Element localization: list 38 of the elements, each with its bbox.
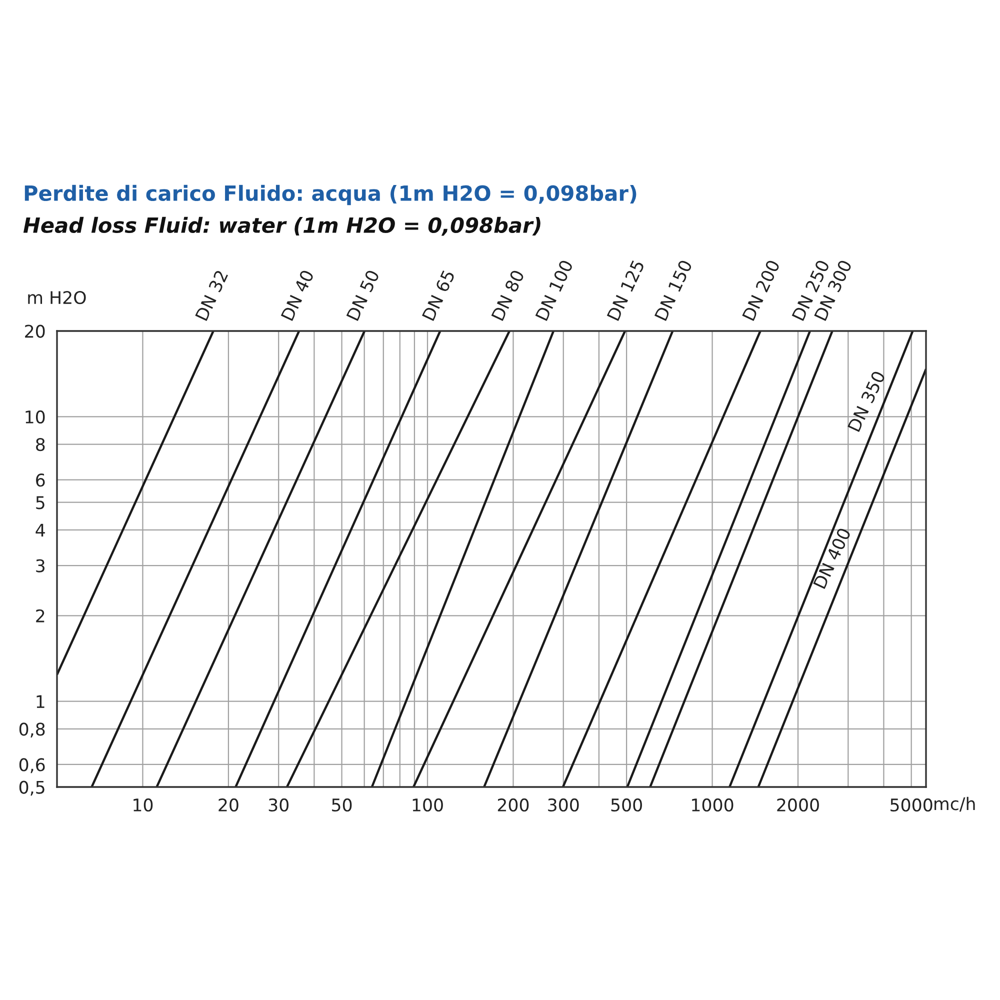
- y-tick-label: 10: [26, 410, 45, 424]
- y-tick-label: 2: [36, 609, 44, 622]
- y-tick-label: 20: [25, 324, 45, 338]
- text: DN 350: [847, 370, 886, 432]
- x-tick-label: 500: [611, 798, 642, 812]
- text: DN 100: [535, 259, 574, 322]
- text: DN 150: [654, 259, 692, 322]
- x-tick-label: 100: [412, 798, 443, 812]
- text: DN 200: [742, 259, 780, 322]
- y-tick-label: 0,5: [19, 780, 44, 796]
- text: DN 125: [606, 260, 645, 322]
- y-tick-label: 6: [36, 474, 45, 487]
- chart-title: Perdite di carico Fluido: acqua (1m H2O = 0,098bar): [24, 184, 636, 206]
- x-tick-label: 2000: [777, 798, 819, 812]
- x-tick-label: 10: [134, 798, 153, 812]
- text: DN 400: [812, 527, 852, 590]
- x-tick-label: 50: [332, 798, 352, 812]
- chart-subtitle: Head loss Fluid: water (1m H2O = 0,098bar): [23, 216, 540, 236]
- y-tick-label: 0,8: [19, 722, 45, 738]
- text: DN 65: [422, 270, 456, 322]
- x-tick-label: 1000: [692, 798, 734, 812]
- y-tick-label: 4: [36, 524, 45, 537]
- x-tick-label: 30: [268, 798, 288, 812]
- y-tick-label: 1: [36, 695, 44, 708]
- text: DN 50: [346, 269, 380, 322]
- y-tick-label: 5: [36, 496, 44, 510]
- y-tick-label: 3: [36, 559, 44, 572]
- text: DN 40: [280, 269, 314, 322]
- y-tick-label: 8: [36, 438, 45, 452]
- x-tick-label: 300: [548, 798, 579, 812]
- x-tick-label: 20: [218, 798, 238, 812]
- x-axis-title: mc/h: [934, 796, 975, 812]
- y-axis-title: m H2O: [28, 290, 86, 304]
- y-tick-label: 0,6: [19, 758, 45, 774]
- x-tick-label: 5000: [890, 798, 932, 812]
- text: DN 32: [194, 270, 228, 322]
- x-tick-label: 200: [498, 798, 529, 812]
- text: DN 80: [491, 269, 525, 322]
